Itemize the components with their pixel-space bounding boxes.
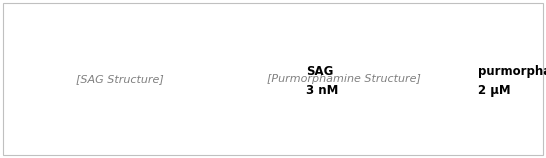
Text: SAG: SAG: [306, 65, 333, 78]
Text: 2 μM: 2 μM: [478, 84, 511, 97]
Text: [SAG Structure]: [SAG Structure]: [76, 74, 164, 84]
Text: purmorphamine: purmorphamine: [478, 65, 546, 78]
Text: [Purmorphamine Structure]: [Purmorphamine Structure]: [267, 74, 421, 84]
Text: 3 nM: 3 nM: [306, 84, 338, 97]
